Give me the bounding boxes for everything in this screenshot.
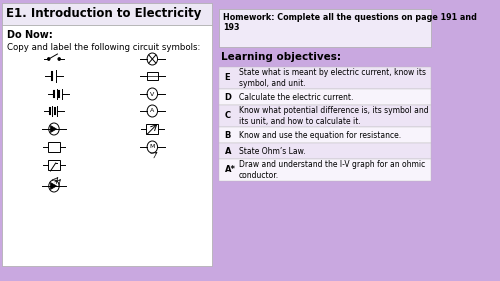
Bar [48,142,60,152]
Text: Know what potential difference is, its symbol and
its unit, and how to calculate: Know what potential difference is, its s… [238,106,428,126]
Text: State what is meant by electric current, know its
symbol, and unit.: State what is meant by electric current,… [238,68,426,88]
Bar [220,89,431,105]
Polygon shape [50,182,56,189]
Text: C: C [224,112,230,121]
Text: D: D [224,92,232,101]
Text: V: V [150,92,154,96]
Bar [220,105,431,127]
Bar [220,67,431,89]
Text: Homework: Complete all the questions on page 191 and
193: Homework: Complete all the questions on … [223,13,476,32]
Text: A: A [224,146,231,155]
Bar [220,9,431,47]
Text: Copy and label the following circuit symbols:: Copy and label the following circuit sym… [7,43,200,52]
Circle shape [58,58,60,60]
Polygon shape [50,126,56,133]
Bar [220,159,431,181]
Text: Know and use the equation for resistance.: Know and use the equation for resistance… [238,130,400,139]
Text: B: B [224,130,231,139]
Circle shape [48,58,50,60]
Text: A: A [150,108,154,114]
Text: E1. Introduction to Electricity: E1. Introduction to Electricity [6,8,202,21]
Text: E: E [224,74,230,83]
Text: Do Now:: Do Now: [7,30,52,40]
Bar [2,25,212,266]
Text: A*: A* [224,166,235,175]
Text: Draw and understand the I-V graph for an ohmic
conductor.: Draw and understand the I-V graph for an… [238,160,425,180]
Text: Learning objectives:: Learning objectives: [221,52,341,62]
Bar [146,124,158,134]
Bar [2,3,212,25]
Text: M: M [150,144,155,149]
Bar [220,127,431,143]
Text: State Ohm’s Law.: State Ohm’s Law. [238,146,305,155]
Bar [48,160,60,170]
Text: Calculate the electric current.: Calculate the electric current. [238,92,353,101]
Bar [147,72,158,80]
Bar [220,143,431,159]
